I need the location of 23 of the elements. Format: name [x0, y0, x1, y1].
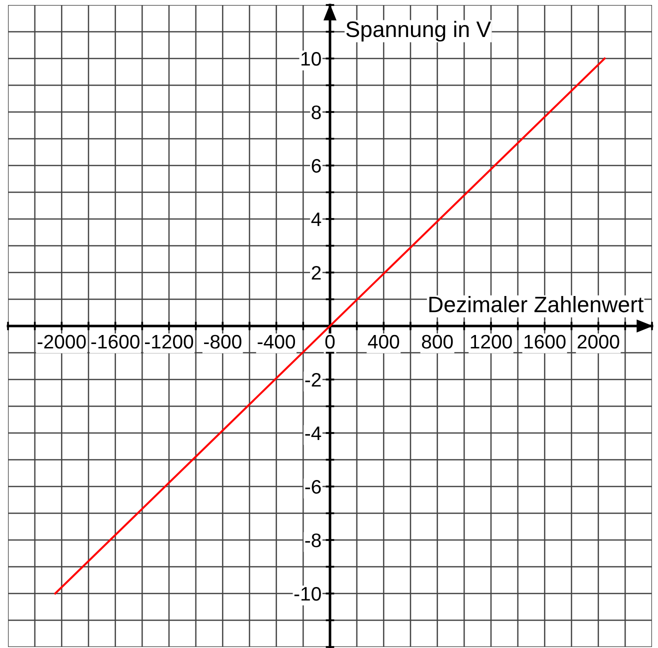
y-tick-label: -10 [294, 586, 321, 601]
x-tick-label: 800 [422, 334, 453, 349]
y-axis-title: Spannung in V [346, 20, 491, 42]
y-tick-label: 6 [312, 158, 321, 173]
x-axis-title: Dezimaler Zahlenwert [429, 296, 644, 312]
y-tick-label: 8 [312, 105, 321, 120]
y-tick-label: -4 [305, 426, 322, 440]
x-tick-label: 1200 [470, 334, 512, 349]
y-tick-label: 4 [311, 212, 322, 226]
y-tick-label: -6 [305, 480, 321, 494]
x-tick-label: 2000 [578, 334, 620, 349]
y-tick-label: -2 [305, 372, 321, 387]
x-tick-label: 1600 [524, 334, 566, 349]
x-tick-label: 0 [325, 334, 335, 349]
x-tick-label: -2000 [38, 334, 86, 349]
x-tick-label: -1600 [91, 334, 140, 349]
x-tick-label: -1200 [145, 334, 194, 349]
y-tick-label: 2 [312, 266, 321, 280]
x-tick-label: -800 [204, 334, 242, 349]
x-tick-label: -400 [258, 334, 296, 349]
y-tick-label: -8 [305, 533, 321, 548]
y-tick-label: 10 [302, 52, 321, 66]
x-tick-label: 400 [368, 334, 400, 349]
